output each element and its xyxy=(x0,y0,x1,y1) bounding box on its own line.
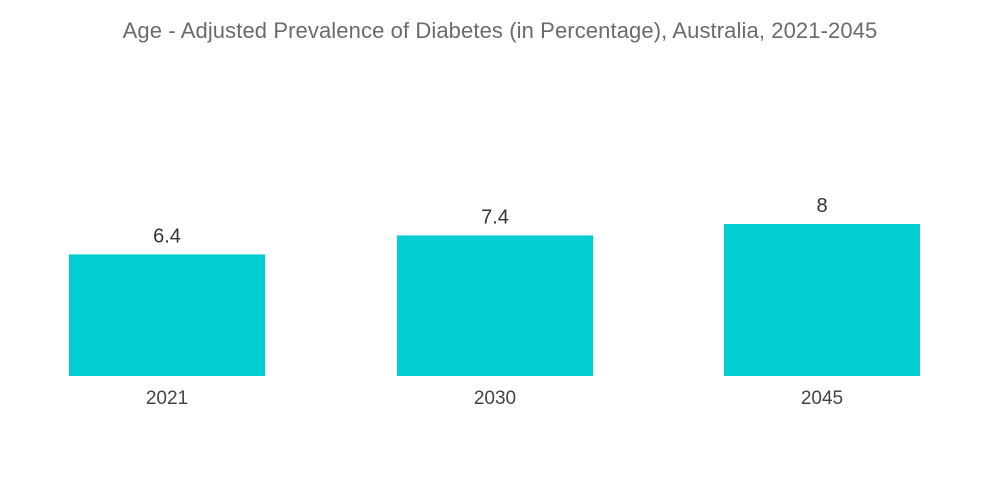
bar-2021 xyxy=(69,254,265,376)
x-tick-label-2021: 2021 xyxy=(146,388,188,409)
bar-2045 xyxy=(724,224,920,376)
chart-title: Age - Adjusted Prevalence of Diabetes (i… xyxy=(122,18,878,43)
bar-2030 xyxy=(397,235,593,376)
bar-value-label-2021: 6.4 xyxy=(153,225,181,247)
bar-value-label-2030: 7.4 xyxy=(481,206,509,228)
bar-value-label-2045: 8 xyxy=(816,195,827,217)
x-tick-label-2045: 2045 xyxy=(801,388,843,409)
x-tick-label-2030: 2030 xyxy=(474,388,516,409)
